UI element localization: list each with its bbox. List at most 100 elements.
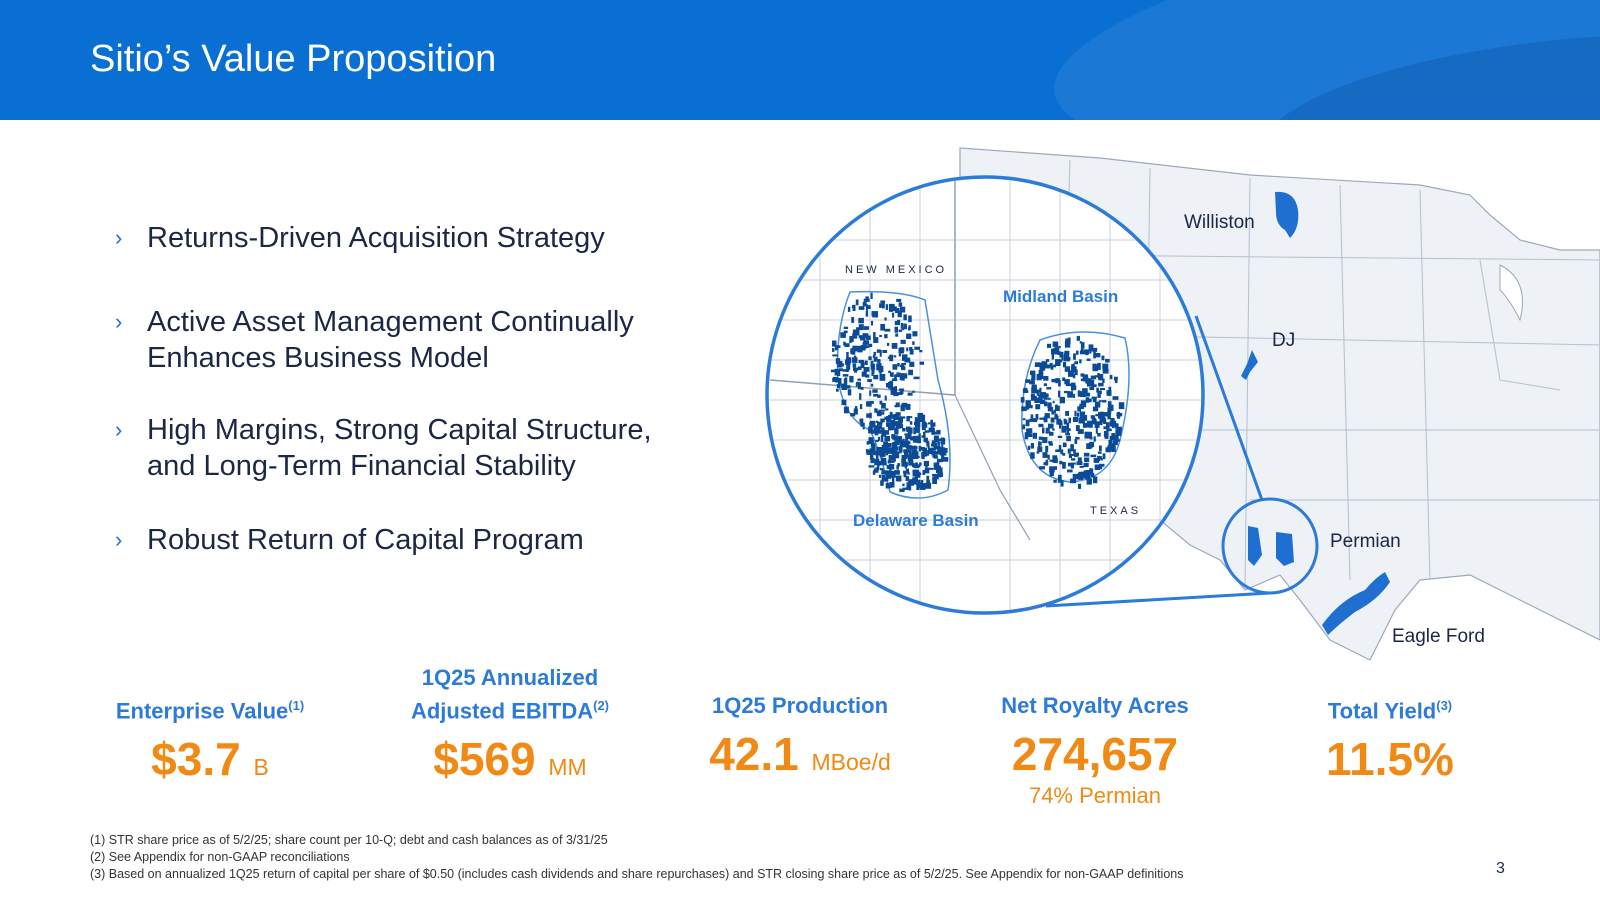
acreage-tract <box>877 421 883 426</box>
acreage-tract <box>884 430 890 435</box>
acreage-tract <box>1066 428 1069 434</box>
bullet-text: Returns-Driven Acquisition Strategy <box>147 222 605 254</box>
acreage-tract <box>850 336 854 342</box>
midland-basin-outline <box>1021 331 1130 483</box>
acreage-tract <box>859 393 862 400</box>
stat-value: $3.7 B <box>151 733 269 786</box>
acreage-tract <box>1049 466 1055 473</box>
acreage-tract <box>873 393 879 397</box>
acreage-tract <box>932 476 936 483</box>
acreage-tract <box>884 328 891 332</box>
acreage-tract <box>875 408 878 412</box>
map-label-eagle-ford: Eagle Ford <box>1392 626 1485 647</box>
acreage-tract <box>859 418 864 424</box>
acreage-tract <box>1090 415 1095 419</box>
acreage-tract <box>862 301 867 307</box>
acreage-tract <box>1076 350 1079 355</box>
acreage-tract <box>868 356 872 361</box>
acreage-tract <box>1091 396 1097 400</box>
acreage-tract <box>927 480 930 486</box>
acreage-tract <box>1082 388 1088 393</box>
acreage-tract <box>906 428 909 433</box>
acreage-tract <box>896 372 901 378</box>
acreage-tract <box>1039 387 1042 393</box>
acreage-tract <box>1116 423 1119 429</box>
acreage-tract <box>1021 406 1027 412</box>
acreage-tract <box>1054 466 1057 470</box>
acreage-tract <box>894 470 900 475</box>
acreage-tract <box>1113 435 1119 442</box>
acreage-tract <box>1072 374 1076 379</box>
acreage-tract <box>918 433 921 440</box>
acreage-tract <box>896 436 903 441</box>
acreage-tract <box>868 343 873 347</box>
acreage-tract <box>895 427 898 432</box>
acreage-tract <box>926 442 930 447</box>
acreage-tract <box>879 412 885 415</box>
acreage-tract <box>909 361 915 367</box>
acreage-tract <box>1057 435 1063 438</box>
acreage-tract <box>835 380 839 383</box>
acreage-tract <box>1062 461 1066 469</box>
acreage-tract <box>1090 472 1095 478</box>
acreage-tract <box>900 339 906 344</box>
acreage-tract <box>873 356 878 361</box>
acreage-tract <box>1091 417 1096 425</box>
acreage-tract <box>889 380 893 383</box>
acreage-tract <box>852 363 857 368</box>
acreage-tract <box>1089 441 1095 448</box>
acreage-tract <box>905 468 910 473</box>
acreage-tract <box>1044 393 1048 400</box>
acreage-tract <box>1051 378 1058 383</box>
acreage-tract <box>889 354 894 362</box>
acreage-tract <box>892 443 896 447</box>
acreage-tract <box>912 449 918 455</box>
acreage-tract <box>909 349 914 355</box>
acreage-tract <box>1062 453 1066 456</box>
acreage-tract <box>1070 478 1077 484</box>
acreage-tract <box>1105 358 1110 363</box>
acreage-tract <box>908 449 912 456</box>
acreage-tract <box>856 327 862 330</box>
acreage-tract <box>922 469 926 475</box>
acreage-tract <box>897 463 901 467</box>
acreage-tract <box>1103 426 1108 430</box>
acreage-tract <box>874 429 879 436</box>
acreage-tract <box>1045 445 1049 452</box>
acreage-tract <box>933 456 939 459</box>
acreage-tract <box>1050 365 1054 370</box>
acreage-tract <box>1020 397 1025 403</box>
acreage-tract <box>892 306 897 311</box>
acreage-tract <box>1095 414 1099 417</box>
acreage-tract <box>1065 338 1070 343</box>
acreage-tract <box>1031 374 1036 381</box>
acreage-tract <box>862 342 865 346</box>
acreage-tract <box>1042 427 1045 434</box>
acreage-tract <box>1089 347 1092 354</box>
acreage-tract <box>882 350 888 353</box>
acreage-tract <box>1089 386 1095 391</box>
acreage-tract <box>881 402 886 409</box>
acreage-tract <box>1098 382 1104 387</box>
acreage-tract <box>1034 362 1040 367</box>
acreage-tract <box>879 400 883 405</box>
acreage-tract <box>852 357 858 363</box>
map-label-williston: Williston <box>1184 212 1255 233</box>
acreage-tract <box>1102 378 1105 383</box>
acreage-tract <box>890 425 895 429</box>
acreage-tract <box>1068 453 1072 458</box>
acreage-tract <box>893 416 899 420</box>
acreage-tract <box>851 305 855 308</box>
acreage-tract <box>863 326 869 330</box>
acreage-tract <box>1082 374 1086 380</box>
acreage-tract <box>878 365 884 373</box>
acreage-tract <box>899 347 905 352</box>
acreage-tract <box>895 333 899 337</box>
acreage-tract <box>902 487 908 490</box>
acreage-tract <box>846 363 851 370</box>
acreage-tract <box>876 453 879 459</box>
acreage-tract <box>871 367 875 374</box>
stat-adjusted-ebitda: 1Q25 Annualized Adjusted EBITDA(2) $569 M… <box>390 664 630 795</box>
acreage-tract <box>898 329 903 332</box>
acreage-tract <box>879 350 882 357</box>
